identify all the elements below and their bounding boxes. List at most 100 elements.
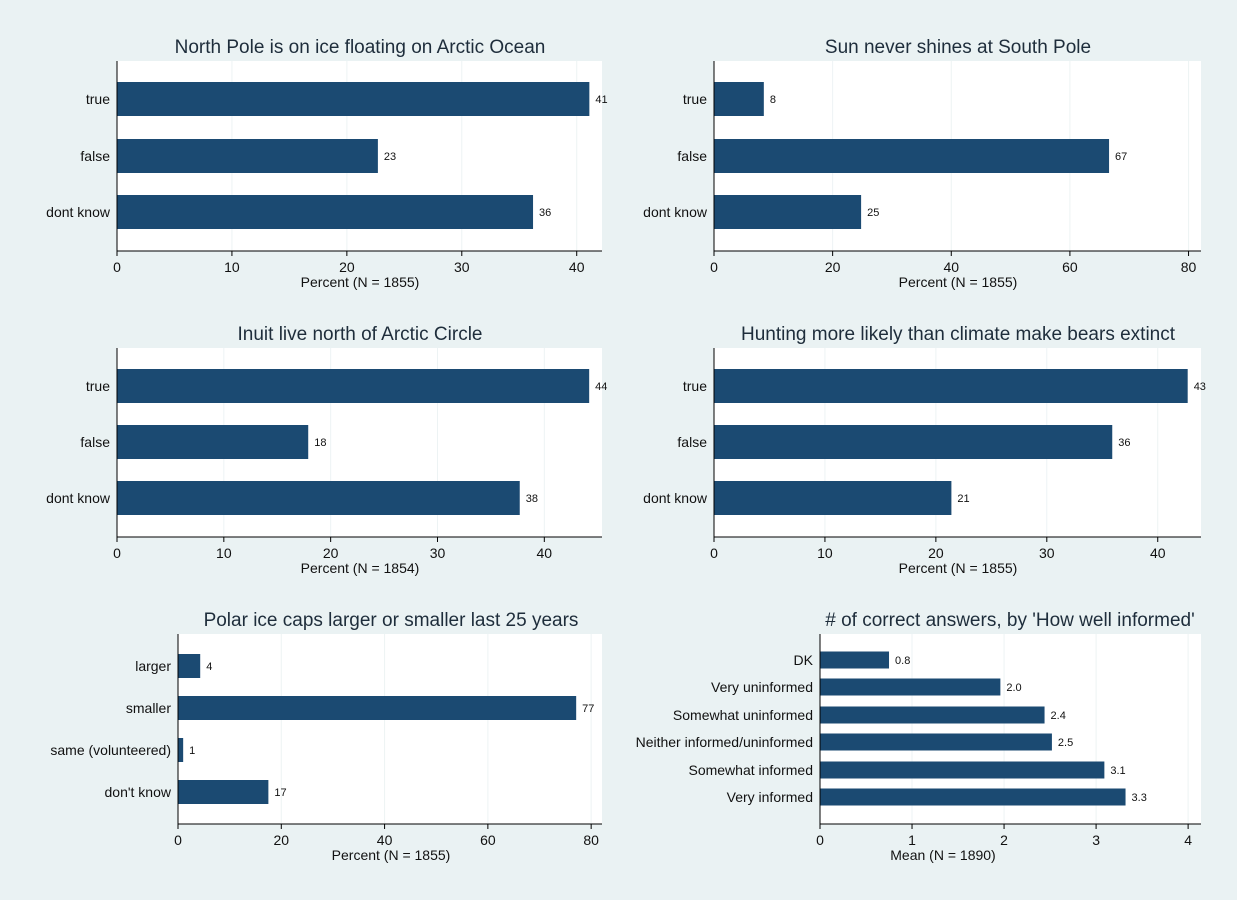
category-label: false xyxy=(677,148,707,164)
x-axis-title: Percent (N = 1855) xyxy=(332,847,451,863)
chart-panel: 8 true 67 false 25 dont know 0 20 40 60 80 Sun neve… xyxy=(643,37,1201,290)
category-label: true xyxy=(86,378,110,394)
tick-label: 10 xyxy=(817,545,833,561)
bar xyxy=(117,425,309,459)
data-label: 4 xyxy=(206,661,212,673)
tick-label: 80 xyxy=(1181,259,1197,275)
category-label: Neither informed/uninformed xyxy=(636,734,813,750)
bar xyxy=(117,481,520,515)
bar xyxy=(178,780,269,804)
data-label: 17 xyxy=(274,787,286,799)
tick-label: 20 xyxy=(273,832,289,848)
tick-label: 20 xyxy=(825,259,841,275)
bar xyxy=(714,195,862,229)
tick-label: 40 xyxy=(1150,545,1166,561)
x-axis-title: Percent (N = 1855) xyxy=(301,274,420,290)
category-label: true xyxy=(683,91,707,107)
bar xyxy=(820,706,1045,724)
category-label: false xyxy=(80,434,110,450)
tick-label: 4 xyxy=(1184,832,1192,848)
data-label: 43 xyxy=(1194,381,1206,393)
category-label: don't know xyxy=(105,784,172,800)
x-axis-title: Percent (N = 1855) xyxy=(899,274,1018,290)
category-label: true xyxy=(683,378,707,394)
tick-label: 30 xyxy=(1039,545,1055,561)
tick-label: 10 xyxy=(224,259,240,275)
bar xyxy=(178,738,184,762)
tick-label: 20 xyxy=(339,259,355,275)
bar xyxy=(714,481,952,515)
bar xyxy=(714,369,1188,403)
tick-label: 1 xyxy=(908,832,916,848)
bar xyxy=(820,788,1126,806)
data-label: 77 xyxy=(582,703,594,715)
bar xyxy=(714,139,1110,173)
chart-title: Sun never shines at South Pole xyxy=(825,37,1091,58)
chart-title: Hunting more likely than climate make be… xyxy=(741,324,1176,345)
data-label: 0.8 xyxy=(895,655,910,667)
tick-label: 40 xyxy=(569,259,585,275)
bar xyxy=(117,195,534,229)
category-label: dont know xyxy=(643,490,708,506)
bar xyxy=(178,654,201,678)
bar xyxy=(820,678,1001,696)
data-label: 36 xyxy=(1118,437,1130,449)
x-axis-title: Percent (N = 1854) xyxy=(301,560,420,576)
data-label: 21 xyxy=(957,493,969,505)
tick-label: 40 xyxy=(537,545,553,561)
tick-label: 30 xyxy=(454,259,470,275)
category-label: false xyxy=(80,148,110,164)
data-label: 67 xyxy=(1115,151,1127,163)
category-label: dont know xyxy=(46,490,111,506)
chart-panel: 4 larger 77 smaller 1 same (volunteered) 17 don… xyxy=(50,610,602,863)
data-label: 38 xyxy=(526,493,538,505)
chart-title: Inuit live north of Arctic Circle xyxy=(238,324,483,345)
chart-panel: 0.8 DK 2.0 Very uninformed 2.4 Somewhat uninf… xyxy=(636,610,1201,863)
tick-label: 0 xyxy=(816,832,824,848)
category-label: Somewhat informed xyxy=(688,762,813,778)
data-label: 2.5 xyxy=(1058,737,1073,749)
chart-title: North Pole is on ice floating on Arctic … xyxy=(175,37,546,58)
category-label: Somewhat uninformed xyxy=(673,707,813,723)
tick-label: 0 xyxy=(710,259,718,275)
data-label: 1 xyxy=(189,745,195,757)
tick-label: 30 xyxy=(430,545,446,561)
tick-label: 0 xyxy=(113,545,121,561)
data-label: 3.3 xyxy=(1132,792,1147,804)
tick-label: 0 xyxy=(710,545,718,561)
category-label: larger xyxy=(135,658,171,674)
category-label: Very uninformed xyxy=(711,679,813,695)
tick-label: 20 xyxy=(928,545,944,561)
bar xyxy=(117,139,378,173)
data-label: 41 xyxy=(595,94,607,106)
tick-label: 60 xyxy=(1062,259,1078,275)
data-label: 23 xyxy=(384,151,396,163)
data-label: 8 xyxy=(770,94,776,106)
category-label: smaller xyxy=(126,700,171,716)
bar xyxy=(820,651,890,669)
data-label: 3.1 xyxy=(1110,765,1125,777)
tick-label: 3 xyxy=(1092,832,1100,848)
chart-title: Polar ice caps larger or smaller last 25… xyxy=(204,610,579,631)
chart-title: # of correct answers, by 'How well infor… xyxy=(825,610,1194,631)
tick-label: 80 xyxy=(583,832,599,848)
bar xyxy=(714,425,1113,459)
tick-label: 60 xyxy=(480,832,496,848)
data-label: 44 xyxy=(595,381,607,393)
tick-label: 40 xyxy=(943,259,959,275)
category-label: dont know xyxy=(643,204,708,220)
chart-panel: 44 true 18 false 38 dont know 0 10 20 30 40 Inuit l… xyxy=(46,324,607,576)
bar xyxy=(117,82,590,116)
tick-label: 10 xyxy=(216,545,232,561)
bar xyxy=(820,733,1052,751)
category-label: DK xyxy=(794,652,814,668)
tick-label: 2 xyxy=(1000,832,1008,848)
data-label: 18 xyxy=(314,437,326,449)
chart-panel: 41 true 23 false 36 dont know 0 10 20 30 40 North P… xyxy=(46,37,607,290)
x-axis-title: Mean (N = 1890) xyxy=(890,847,995,863)
category-label: false xyxy=(677,434,707,450)
bar xyxy=(820,761,1105,779)
bar xyxy=(714,82,764,116)
category-label: dont know xyxy=(46,204,111,220)
data-label: 36 xyxy=(539,207,551,219)
